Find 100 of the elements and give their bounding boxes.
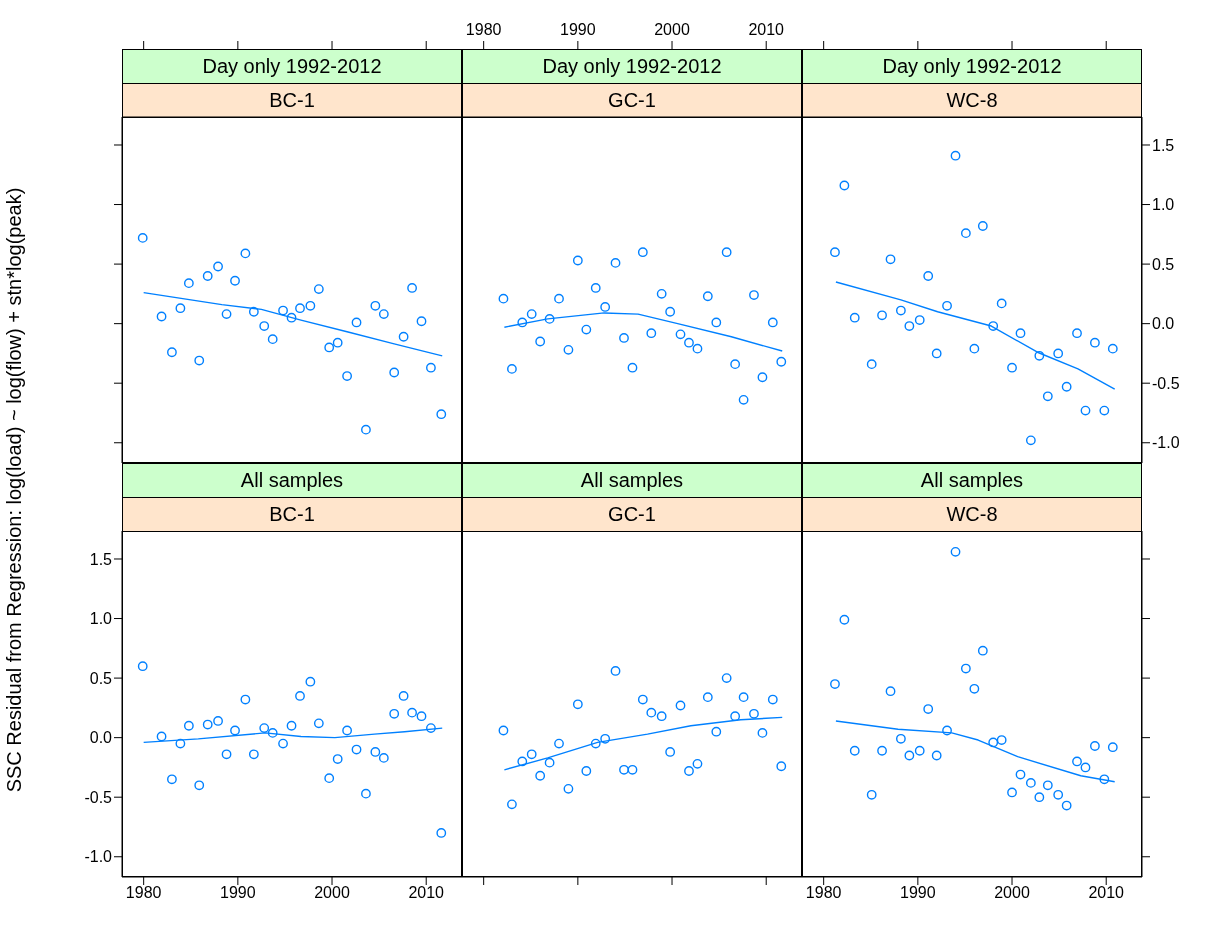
point bbox=[904, 321, 915, 331]
point bbox=[627, 362, 638, 373]
point bbox=[721, 673, 732, 683]
point bbox=[1015, 769, 1026, 780]
point bbox=[202, 271, 213, 281]
point bbox=[1080, 762, 1091, 773]
point bbox=[183, 278, 194, 289]
point bbox=[619, 764, 629, 775]
point bbox=[931, 750, 942, 761]
point bbox=[286, 720, 297, 731]
x-tick-label: 1990 bbox=[220, 884, 256, 902]
chart-title: All samples bbox=[462, 463, 802, 497]
point bbox=[1025, 778, 1036, 788]
point bbox=[1042, 780, 1053, 791]
point bbox=[535, 770, 546, 781]
point bbox=[721, 247, 732, 258]
point bbox=[259, 723, 270, 734]
point bbox=[866, 359, 877, 370]
point bbox=[923, 704, 934, 714]
point bbox=[581, 324, 592, 335]
point bbox=[544, 313, 555, 324]
x-tick-label: 2010 bbox=[748, 21, 785, 38]
point bbox=[324, 342, 335, 353]
point bbox=[313, 718, 324, 729]
point bbox=[426, 723, 436, 734]
y-tick-label: 0.0 bbox=[89, 729, 113, 747]
point bbox=[342, 725, 352, 736]
point bbox=[969, 343, 980, 354]
point bbox=[923, 271, 934, 281]
point bbox=[351, 744, 362, 755]
y-tick-label: -1.0 bbox=[84, 848, 113, 866]
point bbox=[702, 291, 713, 302]
point bbox=[1099, 405, 1110, 416]
point bbox=[498, 293, 509, 304]
point bbox=[942, 300, 952, 311]
point bbox=[1072, 328, 1082, 339]
point bbox=[370, 300, 381, 311]
point bbox=[637, 247, 648, 258]
point bbox=[563, 344, 574, 355]
point bbox=[977, 221, 988, 231]
point bbox=[581, 766, 592, 776]
y-tick-label: 1.0 bbox=[89, 610, 113, 628]
point bbox=[1107, 742, 1118, 753]
point bbox=[619, 333, 629, 343]
point bbox=[877, 745, 887, 756]
point bbox=[730, 711, 741, 722]
point bbox=[1042, 391, 1053, 402]
point bbox=[194, 780, 205, 791]
point bbox=[221, 309, 232, 320]
point bbox=[960, 228, 971, 239]
point bbox=[305, 676, 316, 687]
point bbox=[895, 305, 906, 316]
point bbox=[885, 254, 896, 265]
point bbox=[167, 347, 177, 358]
point bbox=[498, 725, 509, 736]
point bbox=[332, 754, 343, 764]
point bbox=[1053, 789, 1064, 800]
point bbox=[711, 317, 722, 328]
line-series bbox=[835, 281, 1116, 390]
point bbox=[517, 756, 528, 767]
y-tick-label: 1.0 bbox=[1152, 196, 1175, 214]
point bbox=[730, 359, 741, 370]
point bbox=[535, 336, 546, 347]
point bbox=[885, 686, 896, 697]
point bbox=[278, 305, 288, 316]
point bbox=[295, 691, 305, 701]
chart-subtitle: WC-8 bbox=[802, 497, 1142, 531]
point bbox=[600, 302, 611, 312]
point bbox=[950, 150, 961, 161]
point bbox=[267, 727, 278, 738]
point bbox=[407, 283, 417, 293]
point bbox=[988, 321, 999, 331]
point bbox=[1061, 800, 1072, 811]
chart-subtitle: GC-1 bbox=[462, 497, 802, 531]
point bbox=[914, 745, 925, 756]
point bbox=[656, 288, 667, 299]
point bbox=[877, 310, 887, 321]
point bbox=[230, 275, 240, 286]
point bbox=[646, 328, 657, 339]
chart-title: All samples bbox=[122, 463, 462, 497]
point bbox=[1080, 405, 1091, 416]
point bbox=[776, 761, 787, 772]
point bbox=[572, 699, 583, 710]
point bbox=[544, 757, 555, 768]
point bbox=[278, 738, 288, 749]
point bbox=[194, 355, 205, 366]
point bbox=[313, 284, 324, 295]
point bbox=[389, 367, 400, 378]
point bbox=[776, 356, 787, 367]
point bbox=[684, 337, 694, 348]
point bbox=[1007, 362, 1017, 373]
point bbox=[572, 255, 583, 266]
point bbox=[675, 329, 686, 340]
point bbox=[1053, 348, 1064, 359]
point bbox=[305, 300, 316, 311]
point bbox=[175, 303, 186, 314]
point bbox=[398, 331, 409, 342]
point bbox=[248, 306, 259, 317]
y-tick-label: -0.5 bbox=[1152, 374, 1180, 392]
point bbox=[389, 708, 400, 719]
